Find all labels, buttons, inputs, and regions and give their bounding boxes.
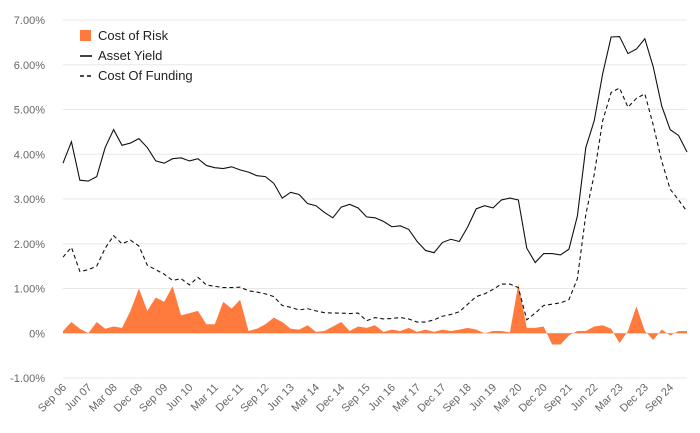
y-tick-label: 5.00% xyxy=(14,105,45,117)
x-tick-label: Sep 18 xyxy=(441,382,474,415)
asset-yield-line xyxy=(62,35,688,264)
line-series-layer xyxy=(62,35,688,323)
y-tick-label: 6.00% xyxy=(14,60,45,72)
x-tick-label: Sep 15 xyxy=(340,382,373,415)
x-tick-label: Sep 12 xyxy=(238,382,271,415)
y-tick-label: 3.00% xyxy=(14,194,45,206)
y-axis: -1.00% 0% 1.00% 2.00% 3.00% 4.00% 5.00% 6.00% 7.… xyxy=(10,15,45,385)
x-tick-label: Sep 21 xyxy=(542,382,575,415)
y-tick-label: 1.00% xyxy=(14,284,45,296)
y-tick-label: 7.00% xyxy=(14,15,45,27)
legend: Cost of Risk Asset Yield Cost Of Funding xyxy=(80,28,193,83)
x-tick-label: Sep 09 xyxy=(137,382,170,415)
y-tick-label: -1.00% xyxy=(10,373,45,385)
legend-label-cost-of-funding: Cost Of Funding xyxy=(98,68,193,83)
legend-swatch-cost-of-risk xyxy=(80,30,91,41)
cost-of-funding-line xyxy=(62,87,688,323)
y-tick-label: 0% xyxy=(29,328,45,340)
legend-label-asset-yield: Asset Yield xyxy=(98,48,162,63)
cost-of-risk-area xyxy=(63,284,687,345)
y-tick-label: 2.00% xyxy=(14,239,45,251)
cost-of-risk-area-layer xyxy=(63,284,687,345)
x-tick-label: Sep 24 xyxy=(643,382,676,415)
x-tick-label: Sep 06 xyxy=(36,382,69,415)
legend-label-cost-of-risk: Cost of Risk xyxy=(98,28,169,43)
y-tick-label: 4.00% xyxy=(14,149,45,161)
